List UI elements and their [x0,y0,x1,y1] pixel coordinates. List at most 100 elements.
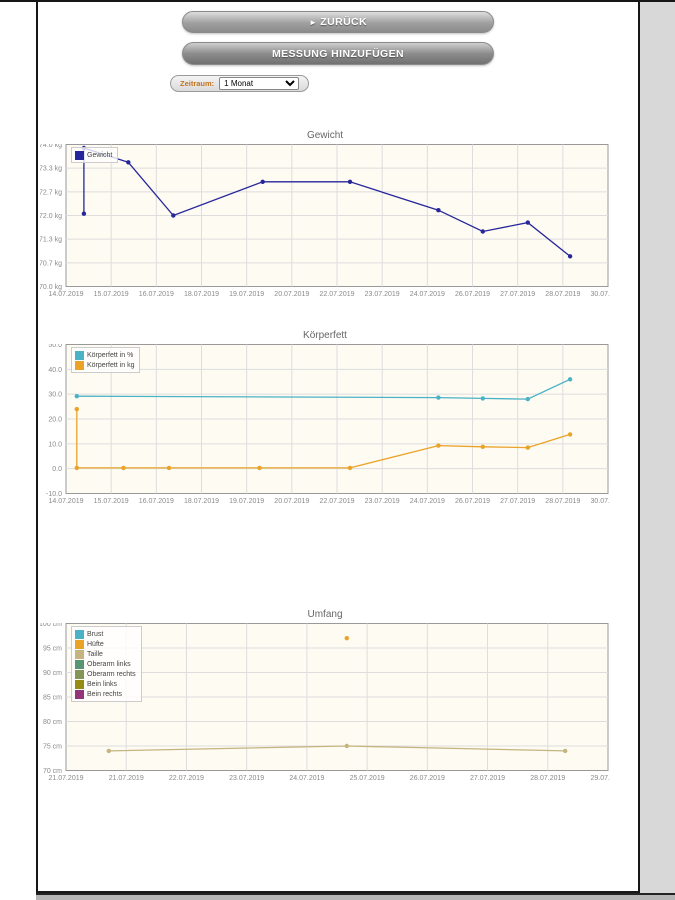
data-point-marker [347,465,353,471]
x-axis-tick-label: 24.07.2019 [289,775,324,782]
legend-item: Hüfte [75,639,136,649]
y-axis-tick-label: 95 cm [43,646,62,653]
legend-swatch-icon [75,350,84,360]
chart-title: Umfang [307,609,343,620]
x-axis-tick-label: 28.07.2019 [530,775,565,782]
chart-canvas: 74.0 kg 73.3 kg 72.7 kg 72.0 kg 71.3 kg 70.7 … [39,142,626,298]
x-axis-tick-label: 16.07.2019 [139,291,174,298]
period-select[interactable]: 1 Monat [219,77,300,90]
period-control: Zeitraum: 1 Monat [170,75,310,92]
legend-label: Körperfett in kg [87,361,135,369]
chart-plot-area: 100 cm 95 cm 90 cm 85 cm 80 cm 75 cm 70 cm 21.0… [39,621,626,788]
data-point-marker [436,443,441,448]
legend-item: Körperfett in % [75,350,134,360]
x-axis-tick-label: 27.07.2019 [470,775,505,782]
y-axis-tick-label: 90 cm [43,670,62,677]
data-point-marker [74,394,79,399]
chart-legend: Brust Hüfte Taille Oberarm links Oberarm rec… [71,626,142,702]
legend-label: Gewicht [87,151,113,159]
x-axis-tick-label: 24.07.2019 [410,498,445,505]
legend-swatch-icon [75,669,84,679]
x-axis-tick-label: 25.07.2019 [350,775,385,782]
legend-swatch-icon [75,649,84,659]
legend-label: Oberarm links [87,660,131,668]
x-axis-tick-label: 18.07.2019 [184,498,219,505]
data-point-marker [257,465,262,471]
app-window: ► ZURÜCK MESSUNG HINZUFÜGEN Zeitraum: 1 M… [36,0,640,893]
x-axis-tick-label: 30.07.2019 [590,498,610,505]
x-axis-tick-label: 29.07.2019 [590,775,610,782]
y-axis-tick-label: 70.7 kg [40,260,62,267]
period-label: Zeitraum: [180,79,215,88]
data-point-marker [126,160,131,165]
data-point-marker [347,179,353,184]
chart-title: Körperfett [303,330,347,341]
x-axis-tick-label: 21.07.2019 [109,775,144,782]
y-axis-tick-label: 30.0 [48,392,62,399]
y-axis-tick-label: 72.7 kg [40,189,62,196]
x-axis-tick-label: 18.07.2019 [184,291,219,298]
x-axis-tick-label: 26.07.2019 [455,291,490,298]
window-bottom-border [36,893,675,900]
y-axis-tick-label: 70 cm [43,768,62,775]
x-axis-tick-label: 26.07.2019 [455,498,490,505]
chart-3: Umfang 100 cm 95 cm 90 cm 85 cm 80 cm 75 cm 70 … [39,609,626,788]
legend-label: Bein links [87,680,117,688]
y-axis-tick-label: 74.0 kg [40,144,62,149]
x-axis-tick-label: 14.07.2019 [48,498,83,505]
x-axis-tick-label: 20.07.2019 [274,498,309,505]
data-point-marker [436,395,441,400]
chart-title: Gewicht [306,130,344,141]
data-point-marker [260,179,265,184]
data-point-marker [480,444,485,449]
y-axis-tick-label: 10.0 [48,441,62,448]
chart-plot-area: 74.0 kg 73.3 kg 72.7 kg 72.0 kg 71.3 kg 70.7 … [39,142,626,304]
chart-1: Gewicht 74.0 kg 73.3 kg 72.7 kg 72.0 kg 71.3 … [39,130,626,304]
y-axis-tick-label: 71.3 kg [40,237,62,244]
data-point-marker [567,432,573,437]
legend-item: Gewicht [75,150,112,160]
x-axis-tick-label: 20.07.2019 [274,291,309,298]
chart-plot-area: 50.0 40.0 30.0 20.0 10.0 0.0 -10.0 14.07.2019 15… [40,342,626,511]
data-point-marker [480,229,485,234]
data-point-marker [436,208,441,213]
chart-legend: Gewicht [71,147,119,163]
y-axis-tick-label: 70.0 kg [40,284,62,291]
legend-label: Körperfett in % [87,351,134,359]
legend-item: Oberarm links [75,659,136,669]
back-button[interactable]: ► ZURÜCK [182,11,494,33]
legend-swatch-icon [75,639,84,649]
legend-swatch-icon [75,360,84,370]
legend-swatch-icon [75,629,84,639]
y-axis-tick-label: 75 cm [43,744,62,751]
legend-label: Hüfte [87,640,104,648]
x-axis-tick-label: 19.07.2019 [229,498,264,505]
data-point-marker [525,396,530,402]
data-point-marker [171,213,176,218]
chart-canvas: 50.0 40.0 30.0 20.0 10.0 0.0 -10.014.07.2019 15… [46,342,626,505]
x-axis-tick-label: 21.07.2019 [48,775,83,782]
add-measurement-button[interactable]: MESSUNG HINZUFÜGEN [182,42,494,65]
data-point-marker [121,465,126,471]
x-axis-tick-label: 27.07.2019 [500,498,535,505]
y-axis-tick-label: 80 cm [43,719,62,726]
charts-area: Gewicht 74.0 kg 73.3 kg 72.7 kg 72.0 kg 71.3 … [39,130,638,788]
legend-label: Bein rechts [87,690,123,698]
window-top-border [0,0,675,2]
legend-swatch-icon [75,689,84,699]
chart-legend: Körperfett in % Körperfett in kg [71,347,141,373]
x-axis-tick-label: 28.07.2019 [545,291,580,298]
y-axis-tick-label: 85 cm [43,695,62,702]
y-axis-tick-label: 50.0 [48,344,62,349]
x-axis-tick-label: 27.07.2019 [500,291,535,298]
legend-item: Taille [75,649,136,659]
y-axis-tick-label: 100 cm [40,623,62,628]
data-point-marker [525,445,530,450]
data-point-marker [567,254,573,259]
legend-label: Brust [87,630,104,638]
legend-swatch-icon [75,150,84,160]
period-row: Zeitraum: 1 Monat [170,73,638,92]
x-axis-tick-label: 16.07.2019 [139,498,174,505]
x-axis-tick-label: 30.07.2019 [590,291,610,298]
